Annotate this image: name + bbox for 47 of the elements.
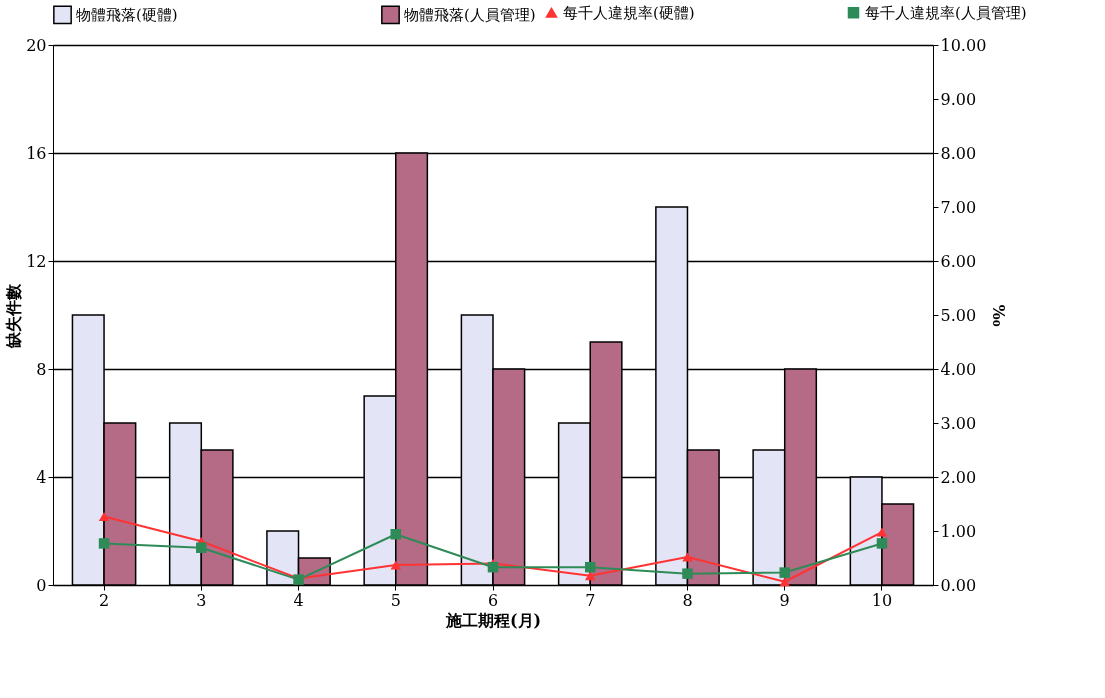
x-tick-label: 10 xyxy=(871,590,893,610)
y2-tick-label: 2.00 xyxy=(940,467,977,487)
point xyxy=(390,529,402,540)
y2-tick-label: 9.00 xyxy=(940,89,977,109)
y-tick-label: 0 xyxy=(36,575,47,595)
y2-tick-label: 3.00 xyxy=(940,413,977,433)
x-tick-label: 8 xyxy=(682,590,693,610)
legend-label: 物體飛落(硬體) xyxy=(76,5,178,24)
y2-tick-label: 4.00 xyxy=(940,359,977,379)
point xyxy=(779,577,790,587)
y2-tick-label: 0.00 xyxy=(940,575,977,595)
point xyxy=(584,571,596,581)
y2-tick-label: 1.00 xyxy=(940,521,977,541)
y2-axis-title: ‰ xyxy=(989,304,1009,327)
y-tick-label: 12 xyxy=(26,251,47,271)
x-tick-label: 3 xyxy=(196,590,207,610)
point xyxy=(876,527,888,537)
x-axis-title: 施工期程(月) xyxy=(444,610,542,630)
legend-label: 每千人違規率(人員管理) xyxy=(865,3,1027,22)
x-tick-label: 5 xyxy=(390,590,401,610)
point xyxy=(196,542,207,553)
point xyxy=(487,561,499,573)
y-tick-label: 16 xyxy=(26,143,47,163)
y2-tick-label: 8.00 xyxy=(940,143,977,163)
point xyxy=(98,511,110,521)
x-tick-label: 4 xyxy=(293,590,304,610)
point xyxy=(98,538,110,549)
legend-label: 物體飛落(人員管理) xyxy=(404,5,536,24)
y2-tick-label: 5.00 xyxy=(940,305,977,325)
legend-label: 每千人違規率(硬體) xyxy=(563,3,695,22)
y2-tick-label: 10.00 xyxy=(940,35,987,55)
point xyxy=(779,567,790,578)
y2-tick-label: 6.00 xyxy=(940,251,977,271)
y-tick-label: 4 xyxy=(36,467,47,487)
point xyxy=(682,568,693,579)
y-tick-label: 20 xyxy=(26,35,47,55)
x-tick-label: 2 xyxy=(98,590,110,610)
y2-tick-label: 7.00 xyxy=(940,197,977,217)
point xyxy=(682,552,693,562)
point xyxy=(390,560,402,570)
y-tick-label: 8 xyxy=(36,359,47,379)
x-tick-label: 7 xyxy=(585,590,596,610)
point xyxy=(584,561,596,573)
point xyxy=(876,538,888,549)
y-axis-title: 缺失件數 xyxy=(4,282,24,349)
x-tick-label: 6 xyxy=(487,590,499,610)
x-tick-label: 9 xyxy=(779,590,790,610)
